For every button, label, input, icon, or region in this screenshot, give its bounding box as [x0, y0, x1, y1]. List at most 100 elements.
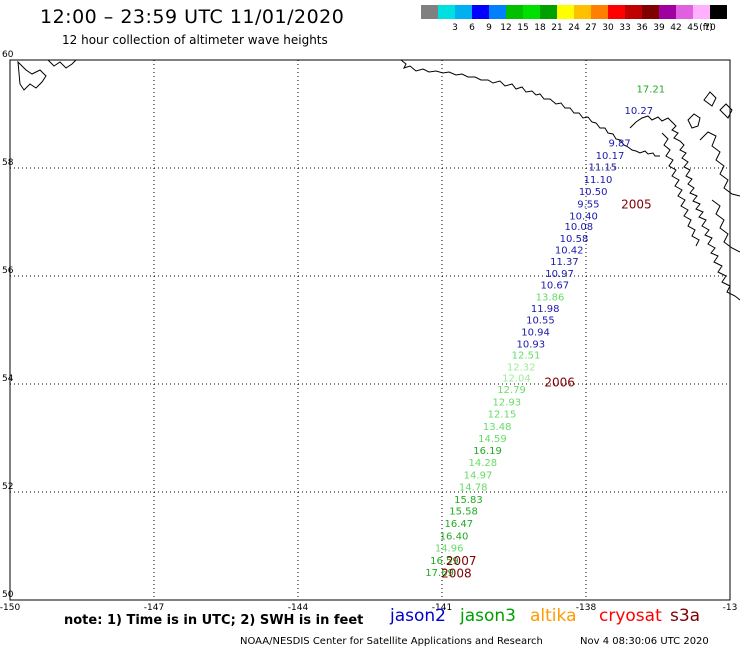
legend-swatch	[591, 5, 608, 19]
mainland-east	[699, 131, 740, 197]
lon-tick-label: -150	[0, 603, 20, 613]
lat-tick-label: 50	[2, 590, 14, 600]
legend-swatch	[540, 5, 557, 19]
wave-height-label: 11.10	[584, 175, 613, 186]
coastline	[17, 59, 740, 301]
kodiak-edge	[17, 60, 47, 91]
wave-height-label: 10.93	[516, 339, 545, 350]
lat-tick-label: 58	[2, 158, 14, 168]
wave-height-label: 15.58	[449, 507, 478, 518]
wave-height-label: 9.87	[608, 138, 630, 149]
wave-height-label: 16.47	[444, 519, 473, 530]
legend-swatch	[625, 5, 642, 19]
wave-height-label: 10.58	[560, 234, 589, 245]
legend-swatch	[693, 5, 710, 19]
wave-height-label: 10.94	[521, 327, 550, 338]
map-grid	[9, 59, 731, 601]
wave-height-label: 12.93	[492, 398, 521, 409]
satellite-jason2: jason2	[390, 606, 446, 626]
pass-time-label: 2007	[446, 554, 477, 568]
wave-height-label: 13.86	[536, 292, 565, 303]
wave-height-label: 16.19	[473, 446, 502, 457]
credit-text: NOAA/NESDIS Center for Satellite Applica…	[240, 636, 543, 647]
legend-swatch	[506, 5, 523, 19]
island-2	[703, 91, 717, 107]
island-3	[719, 103, 733, 119]
legend-label: 15	[517, 23, 529, 33]
map-frame	[9, 59, 731, 601]
wave-height-label: 11.98	[531, 304, 560, 315]
kodiak-edge-2	[47, 59, 77, 69]
lat-tick-label: 60	[2, 50, 14, 60]
wave-height-label: 12.51	[512, 351, 541, 362]
wave-height-label: 10.17	[596, 151, 625, 162]
wave-height-label: 10.40	[569, 211, 598, 222]
wave-height-label: 17.69	[425, 568, 454, 579]
satellite-altika: altika	[530, 606, 577, 626]
wave-height-label: 12.04	[502, 373, 531, 384]
alaska-coastline	[400, 59, 660, 157]
legend-swatch	[642, 5, 659, 19]
wave-height-label: 10.55	[526, 316, 555, 327]
wave-height-label: 16.40	[440, 532, 469, 543]
page-title: 12:00 – 23:59 UTC 11/01/2020	[40, 6, 345, 28]
inner-islands	[661, 132, 700, 247]
island-1	[687, 113, 701, 129]
wave-height-label: 9.55	[577, 199, 599, 210]
legend-label: 9	[486, 23, 492, 33]
wave-height-label: 10.97	[545, 269, 574, 280]
wave-height-label: 11.15	[588, 163, 617, 174]
legend-swatch	[608, 5, 625, 19]
pass-time-label: 2006	[544, 376, 575, 390]
wave-height-label: 10.42	[555, 245, 584, 256]
pass-time-label: 2008	[441, 566, 472, 580]
legend-label: 18	[534, 23, 546, 33]
satellite-cryosat: cryosat	[599, 606, 662, 626]
wave-height-label: 14.59	[478, 434, 507, 445]
legend-label: 27	[585, 23, 597, 33]
wave-height-label: 14.78	[459, 482, 488, 493]
observations-layer: 17.2110.279.8710.1711.1511.1010.509.5510…	[425, 84, 665, 579]
lat-tick-label: 54	[2, 374, 14, 384]
wave-height-label: 15.83	[454, 495, 483, 506]
page-subtitle: 12 hour collection of altimeter wave hei…	[62, 33, 328, 47]
wave-height-label: 13.48	[483, 422, 512, 433]
legend-label: 39	[653, 23, 665, 33]
legend-label: 21	[551, 23, 563, 33]
wave-height-label: 10.67	[540, 280, 569, 291]
satellite-s3a: s3a	[670, 606, 701, 626]
lon-tick-label: -144	[288, 603, 309, 613]
lat-tick-label: 52	[2, 482, 13, 492]
legend-swatch	[557, 5, 574, 19]
legend-swatch	[523, 5, 540, 19]
legend-swatch	[574, 5, 591, 19]
legend-swatch	[710, 5, 727, 19]
legend-label: 30	[602, 23, 614, 33]
lon-tick-label: -147	[144, 603, 164, 613]
legend-unit: (ft)	[699, 23, 713, 33]
lon-tick-label: -13	[723, 603, 738, 613]
wave-height-label: 10.50	[579, 187, 608, 198]
wave-height-label: 14.96	[435, 543, 464, 554]
legend-label: 6	[469, 23, 475, 33]
wave-height-label: 14.28	[468, 458, 497, 469]
legend-swatch	[438, 5, 455, 19]
wave-height-label: 12.32	[507, 363, 536, 374]
legend-swatch	[489, 5, 506, 19]
wave-height-label: 14.97	[464, 471, 493, 482]
lon-tick-label: -141	[432, 603, 452, 613]
wave-height-label: 11.37	[550, 257, 579, 268]
lon-tick-label: -138	[576, 603, 597, 613]
axis-labels: -150 -147 -144 -141 -138 -13 50 52 54 56 58 60	[0, 50, 737, 613]
legend-label: 42	[670, 23, 682, 33]
lat-tick-label: 56	[2, 266, 14, 276]
generated-timestamp: Nov 4 08:30:06 UTC 2020	[580, 636, 709, 647]
legend-label: 24	[568, 23, 580, 33]
legend-label: 3	[452, 23, 458, 33]
legend-label: 70	[704, 23, 716, 33]
legend-swatch	[421, 5, 438, 19]
legend-label: 36	[636, 23, 648, 33]
legend-swatch	[472, 5, 489, 19]
wave-height-label: 10.08	[564, 222, 593, 233]
